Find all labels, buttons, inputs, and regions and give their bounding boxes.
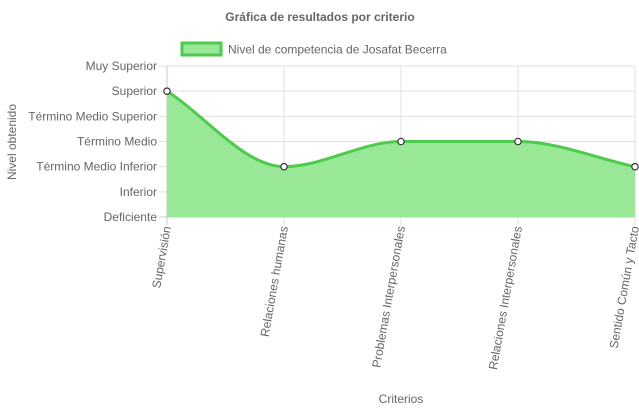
x-axis-title: Criterios xyxy=(379,392,424,406)
legend[interactable]: Nivel de competencia de Josafat Becerra xyxy=(180,41,447,57)
y-tick-label: Deficiente xyxy=(104,210,158,224)
data-point[interactable] xyxy=(631,162,639,171)
data-point[interactable] xyxy=(280,162,288,171)
x-tick-label: Supervisión xyxy=(149,225,174,289)
y-tick-label: Término Medio Inferior xyxy=(36,160,157,174)
x-tick-label: Relaciones humanas xyxy=(258,225,291,338)
x-tick-label: Sentido Común y Tacto xyxy=(607,225,639,350)
y-tick-label: Superior xyxy=(112,84,157,98)
data-point[interactable] xyxy=(397,137,405,146)
legend-label: Nivel de competencia de Josafat Becerra xyxy=(228,43,447,57)
y-axis-title: Nivel obtenido xyxy=(5,104,19,180)
y-tick-label: Muy Superior xyxy=(86,59,157,73)
y-tick-label: Término Medio Superior xyxy=(28,109,157,123)
x-tick-label: Problemas Interpersonales xyxy=(369,225,408,369)
y-tick-label: Término Medio xyxy=(77,135,157,149)
legend-swatch xyxy=(180,41,223,57)
data-point[interactable] xyxy=(163,87,171,95)
data-points[interactable] xyxy=(163,87,639,171)
x-axis-ticks: Supervisión Relaciones humanas Problemas I… xyxy=(149,225,639,371)
y-tick-label: Inferior xyxy=(120,185,157,199)
series-area-fill xyxy=(167,91,635,217)
y-axis-ticks: Deficiente Inferior Término Medio Inferior… xyxy=(28,59,157,224)
chart-title: Gráfica de resultados por criterio xyxy=(225,10,414,24)
x-tick-label: Relaciones Interpersonales xyxy=(486,225,525,371)
data-point[interactable] xyxy=(514,137,522,146)
